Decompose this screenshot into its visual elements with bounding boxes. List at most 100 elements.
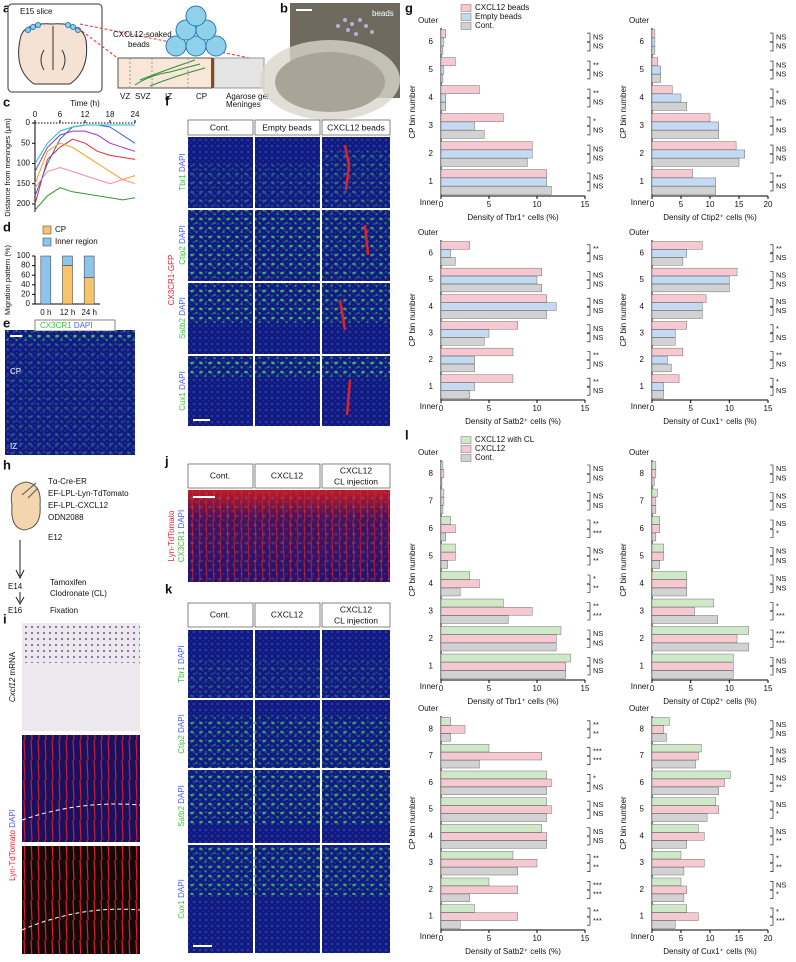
bar <box>440 642 557 652</box>
sig-bracket <box>587 836 591 846</box>
sig-bracket <box>770 519 774 529</box>
bar <box>651 607 695 616</box>
bar <box>651 275 730 285</box>
bar <box>440 57 456 66</box>
sig-label: *** <box>593 889 602 898</box>
sig-label: *** <box>593 880 602 889</box>
sig-bracket <box>770 42 774 52</box>
sig-label: NS <box>776 42 786 51</box>
bar <box>651 760 696 769</box>
panel-label: a <box>3 0 11 15</box>
legend-swatch <box>460 22 472 30</box>
sig-bracket <box>587 756 591 765</box>
axis-end-label: Outer <box>629 704 649 713</box>
sig-label: * <box>593 773 596 782</box>
bar <box>651 626 749 635</box>
line <box>34 124 135 164</box>
sig-bracket <box>770 88 774 98</box>
sig-label: NS <box>593 306 603 315</box>
x-tick-label: 0 <box>33 110 38 119</box>
bar <box>651 587 687 597</box>
bar <box>651 615 718 624</box>
sig-label: NS <box>593 464 603 473</box>
column-header: CXCL12 <box>340 604 372 614</box>
sig-label: ** <box>593 907 599 916</box>
x-tick-label: 5 <box>487 404 492 413</box>
sig-bracket <box>770 809 774 819</box>
bar-segment <box>62 265 73 305</box>
sig-bracket <box>770 666 774 676</box>
bar <box>440 121 475 131</box>
sig-label: ** <box>593 854 599 863</box>
sig-label: NS <box>593 359 603 368</box>
sig-bracket <box>587 473 591 483</box>
sig-bracket <box>770 720 774 730</box>
bar <box>440 877 490 886</box>
sig-label: ** <box>593 377 599 386</box>
marker: Cux1 <box>178 392 187 411</box>
bar <box>440 662 567 671</box>
y-tick-label: 7 <box>429 751 434 760</box>
sig-label: ** <box>776 116 782 125</box>
x-axis-label: Density of Ctip2⁺ cells (%) <box>663 697 757 706</box>
sig-label: *** <box>593 916 602 925</box>
bar <box>440 505 444 514</box>
y-tick-label: 6 <box>429 37 434 46</box>
bar <box>651 29 656 38</box>
bar <box>651 241 703 250</box>
line <box>34 166 136 189</box>
bar <box>440 130 485 139</box>
sig-bracket <box>770 638 774 648</box>
legend-swatch <box>460 436 472 444</box>
panel-a: E15 slice CXCL12-soaked beads VZ SVZ IZ … <box>7 3 269 109</box>
bar <box>651 93 682 103</box>
x-tick-label: 15 <box>581 404 590 413</box>
probe: mRNA <box>8 651 17 675</box>
line <box>34 187 136 211</box>
sig-label: NS <box>593 144 603 153</box>
bar <box>440 390 470 399</box>
sig-bracket <box>770 556 774 566</box>
sig-bracket <box>770 271 774 280</box>
line <box>34 142 136 184</box>
y-tick-label: 3 <box>429 328 434 337</box>
sig-bracket <box>770 154 774 164</box>
sig-label: NS <box>776 60 786 69</box>
construct: ODN2088 <box>48 513 84 522</box>
panel-labels: a b c d e f g h i j k l <box>3 0 413 626</box>
sig-bracket <box>770 528 774 538</box>
y-tick-label: 1 <box>640 177 645 186</box>
sig-bracket <box>770 297 774 307</box>
bar <box>651 867 685 876</box>
legend-swatch <box>460 4 472 12</box>
sig-bracket <box>770 774 774 783</box>
y-tick-label: 6 <box>640 37 645 46</box>
sig-label: *** <box>776 611 785 620</box>
x-tick-label: 5 <box>688 684 693 693</box>
y-tick-label: 1 <box>429 177 434 186</box>
bar <box>440 283 543 293</box>
sig-bracket <box>587 154 591 164</box>
panel-k: Cont. CXCL12 CXCL12 CL injection Tbr1 DA… <box>177 602 391 953</box>
bar <box>440 859 538 868</box>
y-axis-label: CP bin number <box>619 293 628 347</box>
zone-label: CP <box>10 367 21 376</box>
sig-label: * <box>776 324 779 333</box>
sig-bracket <box>770 501 774 511</box>
sig-label: * <box>776 889 779 898</box>
sig-bracket <box>587 271 591 280</box>
sig-label: NS <box>593 279 603 288</box>
bar <box>440 469 445 478</box>
y-tick-label: 4 <box>429 93 434 102</box>
y-tick-label: 50 <box>21 138 30 147</box>
sig-bracket <box>770 32 774 42</box>
bar <box>440 488 445 498</box>
reporter: Lyn-TdTomato <box>8 829 17 880</box>
event: Tamoxifen <box>50 578 86 587</box>
sig-bracket <box>587 182 591 192</box>
construct: EF-LPL-CXCL12 <box>48 501 109 510</box>
x-tick-label: 20 <box>764 934 773 943</box>
bar <box>440 85 480 94</box>
sig-bracket <box>770 333 774 343</box>
